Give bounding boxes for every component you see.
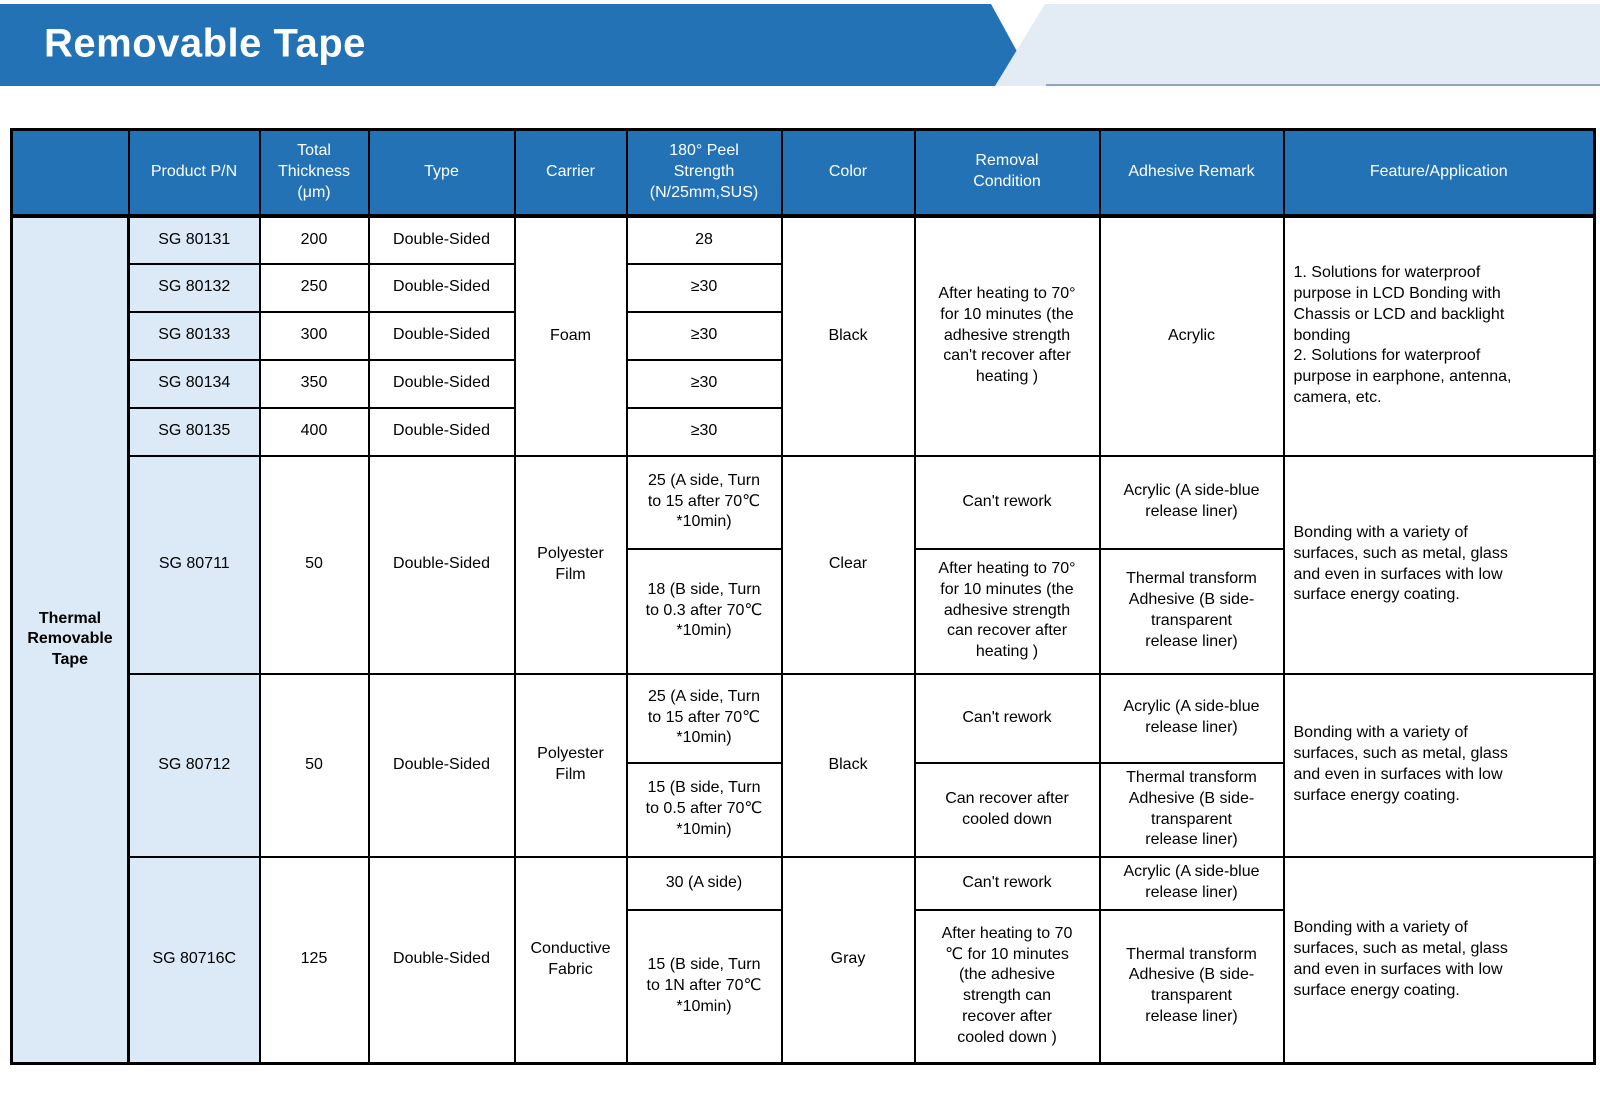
header-type: Type (367, 128, 516, 218)
banner-underline (1046, 84, 1600, 86)
sg80712-peel-b-cell: 15 (B side, Turn to 0.5 after 70℃ *10min… (625, 761, 783, 858)
sg80135-peel-cell: ≥30 (625, 406, 783, 457)
sg80712-carrier-cell: Polyester Film (513, 672, 628, 858)
sg80712-adhesive-a-cell: Acrylic (A side-blue release liner) (1098, 672, 1285, 764)
sg80711-feature-cell: Bonding with a variety of surfaces, such… (1282, 454, 1596, 675)
row-sg80133: SG 80133 300 Double-Sided ≥30 (12, 310, 1595, 361)
sg80711-removal-a-cell: Can't rework (913, 454, 1101, 550)
sg80132-type-cell: Double-Sided (367, 262, 516, 313)
sg80712-type-cell: Double-Sided (367, 672, 516, 858)
sg80711-type-cell: Double-Sided (367, 454, 516, 675)
sg80712-thickness-cell: 50 (258, 672, 370, 858)
sg80716c-carrier-cell: Conductive Fabric (513, 855, 628, 1065)
sg80711-adhesive-a-cell: Acrylic (A side-blue release liner) (1098, 454, 1285, 550)
header-blank (10, 128, 130, 218)
sg80712-color-cell: Black (780, 672, 916, 858)
header-removal-condition: Removal Condition (913, 128, 1101, 218)
row-sg80135: SG 80135 400 Double-Sided ≥30 (12, 406, 1595, 457)
foam-adhesive-cell: Acrylic (1098, 214, 1285, 457)
sg80134-type-cell: Double-Sided (367, 358, 516, 409)
sg80711-carrier-cell: Polyester Film (513, 454, 628, 675)
sg80716c-type-cell: Double-Sided (367, 855, 516, 1065)
header-adhesive-remark: Adhesive Remark (1098, 128, 1285, 218)
sg80711-pn-cell: SG 80711 (127, 454, 261, 675)
sg80131-type-cell: Double-Sided (367, 214, 516, 265)
sg80712-pn-cell: SG 80712 (127, 672, 261, 858)
row-sg80712-b: 15 (B side, Turn to 0.5 after 70℃ *10min… (12, 761, 1595, 858)
sg80131-pn-cell: SG 80131 (127, 214, 261, 265)
sg80712-peel-a-cell: 25 (A side, Turn to 15 after 70℃ *10min) (625, 672, 783, 764)
row-sg80712-a: SG 80712 50 Double-Sided Polyester Film … (12, 672, 1596, 858)
sg80712-feature-cell: Bonding with a variety of surfaces, such… (1282, 672, 1596, 858)
sg80711-removal-b-cell: After heating to 70° for 10 minutes (the… (913, 547, 1101, 675)
header-feature-application: Feature/Application (1282, 128, 1596, 218)
foam-feature-cell: 1. Solutions for waterproof purpose in L… (1282, 214, 1596, 457)
sg80711-adhesive-b-cell: Thermal transform Adhesive (B side- tran… (1098, 547, 1285, 675)
sg80712-removal-b-cell: Can recover after cooled down (913, 761, 1101, 858)
sg80716c-peel-a-cell: 30 (A side) (625, 855, 783, 911)
sg80135-pn-cell: SG 80135 (127, 406, 261, 457)
sg80711-thickness-cell: 50 (258, 454, 370, 675)
foam-removal-cell: After heating to 70° for 10 minutes (the… (913, 214, 1101, 457)
sg80716c-color-cell: Gray (780, 855, 916, 1065)
foam-carrier-cell: Foam (513, 214, 628, 457)
sg80132-thickness-cell: 250 (258, 262, 370, 313)
row-sg80131: Thermal Removable Tape SG 80131 200 Doub… (10, 214, 1596, 1065)
sg80134-pn-cell: SG 80134 (127, 358, 261, 409)
row-sg80716c-a: SG 80716C 125 Double-Sided Conductive Fa… (12, 855, 1596, 1065)
sg80133-pn-cell: SG 80133 (127, 310, 261, 361)
sg80716c-removal-a-cell: Can't rework (913, 855, 1101, 911)
sg80131-thickness-cell: 200 (258, 214, 370, 265)
header-product-pn: Product P/N (127, 128, 261, 218)
row-sg80716c-b: 15 (B side, Turn to 1N after 70℃ *10min)… (12, 908, 1595, 1065)
header-peel-strength: 180° Peel Strength (N/25mm,SUS) (625, 128, 783, 218)
product-spec-table: Product P/N Total Thickness (μm) Type Ca… (10, 128, 1596, 1065)
row-sg80711-a: SG 80711 50 Double-Sided Polyester Film … (12, 454, 1596, 675)
header-color: Color (780, 128, 916, 218)
sg80134-thickness-cell: 350 (258, 358, 370, 409)
sg80712-adhesive-b-cell: Thermal transform Adhesive (B side- tran… (1098, 761, 1285, 858)
foam-color-cell: Black (780, 214, 916, 457)
row-sg80711-b: 18 (B side, Turn to 0.3 after 70℃ *10min… (12, 547, 1595, 675)
sg80716c-adhesive-a-cell: Acrylic (A side-blue release liner) (1098, 855, 1285, 911)
sg80716c-thickness-cell: 125 (258, 855, 370, 1065)
sg80716c-peel-b-cell: 15 (B side, Turn to 1N after 70℃ *10min) (625, 908, 783, 1065)
sg80135-thickness-cell: 400 (258, 406, 370, 457)
sg80131-peel-cell: 28 (625, 214, 783, 265)
header-row: Product P/N Total Thickness (μm) Type Ca… (10, 128, 1596, 218)
page-title: Removable Tape (44, 21, 366, 66)
sg80135-type-cell: Double-Sided (367, 406, 516, 457)
sg80711-color-cell: Clear (780, 454, 916, 675)
sg80716c-adhesive-b-cell: Thermal transform Adhesive (B side- tran… (1098, 908, 1285, 1065)
sg80712-removal-a-cell: Can't rework (913, 672, 1101, 764)
header-carrier: Carrier (513, 128, 628, 218)
sg80134-peel-cell: ≥30 (625, 358, 783, 409)
row-sg80134: SG 80134 350 Double-Sided ≥30 (12, 358, 1595, 409)
sg80132-peel-cell: ≥30 (625, 262, 783, 313)
header-total-thickness: Total Thickness (μm) (258, 128, 370, 218)
row-sg80132: SG 80132 250 Double-Sided ≥30 (12, 262, 1595, 313)
sg80711-peel-a-cell: 25 (A side, Turn to 15 after 70℃ *10min) (625, 454, 783, 550)
sg80133-thickness-cell: 300 (258, 310, 370, 361)
sg80716c-feature-cell: Bonding with a variety of surfaces, such… (1282, 855, 1596, 1065)
page-banner: Removable Tape (0, 4, 1600, 86)
sg80716c-removal-b-cell: After heating to 70 ℃ for 10 minutes (th… (913, 908, 1101, 1065)
sg80711-peel-b-cell: 18 (B side, Turn to 0.3 after 70℃ *10min… (625, 547, 783, 675)
sg80716c-pn-cell: SG 80716C (127, 855, 261, 1065)
banner-blue-shape (0, 4, 1036, 86)
group-label-cell: Thermal Removable Tape (10, 214, 130, 1065)
sg80133-peel-cell: ≥30 (625, 310, 783, 361)
sg80132-pn-cell: SG 80132 (127, 262, 261, 313)
banner-accent-shape (995, 4, 1600, 86)
sg80133-type-cell: Double-Sided (367, 310, 516, 361)
